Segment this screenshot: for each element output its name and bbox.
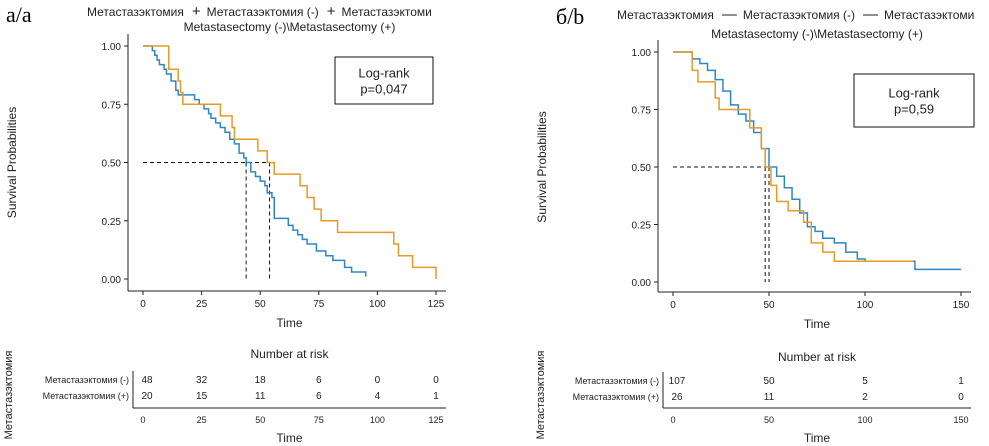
risk-value: 11: [764, 392, 775, 403]
panel-label: б/b: [556, 4, 584, 29]
risk-value: 0: [375, 375, 381, 386]
y-tick-label: 0.25: [102, 217, 122, 228]
survival-curve-minus: [673, 51, 961, 271]
risk-row-label: Метастазэктомия (-): [575, 376, 659, 386]
risk-value: 50: [763, 376, 775, 387]
risk-x-tick-label: 100: [857, 415, 872, 425]
y-tick-label: 0.75: [632, 106, 652, 117]
x-tick-label: 150: [953, 300, 970, 311]
legend-marker-minus: —: [722, 6, 737, 23]
risk-table-ylabel: Метастазэктомия: [535, 351, 547, 440]
legend-subtitle: Metastasectomy (-)\Metastasectomy (+): [711, 27, 923, 41]
x-tick-label: 100: [857, 300, 874, 311]
survival-curve-minus: [143, 45, 367, 277]
y-tick-label: 0.50: [102, 159, 122, 170]
risk-value: 48: [141, 375, 153, 386]
y-tick-label: 0.00: [102, 275, 122, 286]
risk-x-axis-label: Time: [276, 431, 303, 445]
logrank-pvalue: p=0,047: [360, 82, 407, 97]
risk-value: 15: [196, 391, 208, 402]
risk-value: 26: [671, 392, 683, 403]
x-tick-label: 75: [313, 299, 325, 310]
y-tick-label: 0.00: [632, 278, 652, 289]
survival-curve-plus: [143, 45, 437, 279]
y-axis-label: Survival Probabilities: [535, 111, 549, 222]
risk-value: 32: [196, 375, 208, 386]
legend-marker-minus: +: [192, 3, 201, 20]
risk-value: 11: [255, 391, 266, 402]
risk-row-label: Метастазэктомия (-): [45, 375, 129, 385]
x-tick-label: 0: [140, 299, 146, 310]
risk-value: 1: [958, 376, 964, 387]
y-tick-label: 0.50: [632, 163, 652, 174]
risk-value: 2: [862, 392, 868, 403]
risk-value: 6: [316, 375, 322, 386]
x-axis-label: Time: [276, 316, 303, 330]
legend-item-minus: Метастазэктомия (-): [207, 5, 319, 19]
survival-curve-plus: [673, 51, 913, 263]
logrank-label: Log-rank: [888, 86, 940, 101]
risk-x-tick-label: 0: [670, 415, 675, 425]
risk-x-tick-label: 100: [370, 415, 385, 425]
risk-value: 107: [669, 376, 686, 387]
y-tick-label: 0.75: [102, 100, 122, 111]
y-axis-label: Survival Probabilities: [5, 107, 19, 218]
risk-value: 4: [375, 391, 381, 402]
risk-x-tick-label: 75: [314, 415, 324, 425]
legend-item-plus: Метастазэктоми: [884, 8, 974, 22]
risk-value: 1: [433, 391, 439, 402]
x-tick-label: 125: [428, 299, 445, 310]
y-tick-label: 1.00: [102, 42, 122, 53]
logrank-pvalue: p=0,59: [894, 102, 934, 117]
risk-value: 18: [255, 375, 267, 386]
logrank-box: [853, 73, 975, 128]
legend-subtitle: Metastasectomy (-)\Metastasectomy (+): [184, 20, 396, 34]
risk-value: 20: [141, 391, 153, 402]
risk-row-label: Метастазэктомия (+): [43, 391, 129, 401]
risk-value: 0: [958, 392, 964, 403]
risk-x-tick-label: 150: [953, 415, 968, 425]
x-tick-label: 50: [255, 299, 267, 310]
risk-x-tick-label: 125: [428, 415, 443, 425]
risk-table-title: Number at risk: [250, 347, 329, 361]
legend-title: Метастазэктомия: [617, 8, 714, 22]
x-tick-label: 100: [369, 299, 386, 310]
risk-value: 0: [433, 375, 439, 386]
risk-x-tick-label: 50: [255, 415, 265, 425]
legend-item-plus: Метастазэктоми: [342, 5, 432, 19]
risk-x-axis-label: Time: [804, 431, 831, 445]
risk-value: 6: [316, 391, 322, 402]
legend-item-minus: Метастазэктомия (-): [743, 8, 855, 22]
legend-title: Метастазэктомия: [87, 5, 184, 19]
panel-label: a/a: [6, 2, 32, 27]
risk-x-tick-label: 0: [140, 415, 145, 425]
risk-table-title: Number at risk: [778, 350, 857, 364]
legend-marker-plus: —: [863, 6, 878, 23]
x-tick-label: 50: [763, 300, 775, 311]
y-tick-label: 1.00: [632, 48, 652, 59]
x-axis-label: Time: [804, 317, 831, 331]
logrank-box: [334, 56, 434, 105]
risk-row-label: Метастазэктомия (+): [573, 392, 659, 402]
legend-marker-plus: +: [327, 3, 336, 20]
y-tick-label: 0.25: [632, 221, 652, 232]
x-tick-label: 0: [670, 300, 676, 311]
risk-table-ylabel: Метастазэктомия: [3, 351, 15, 440]
risk-x-tick-label: 25: [197, 415, 207, 425]
risk-x-tick-label: 50: [764, 415, 774, 425]
logrank-label: Log-rank: [358, 66, 410, 81]
risk-value: 5: [862, 376, 868, 387]
x-tick-label: 25: [196, 299, 208, 310]
